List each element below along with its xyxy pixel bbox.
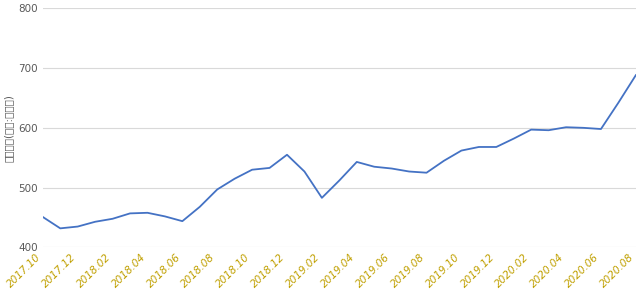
Y-axis label: 거래금액(단위:백만원): 거래금액(단위:백만원) [4, 94, 14, 162]
